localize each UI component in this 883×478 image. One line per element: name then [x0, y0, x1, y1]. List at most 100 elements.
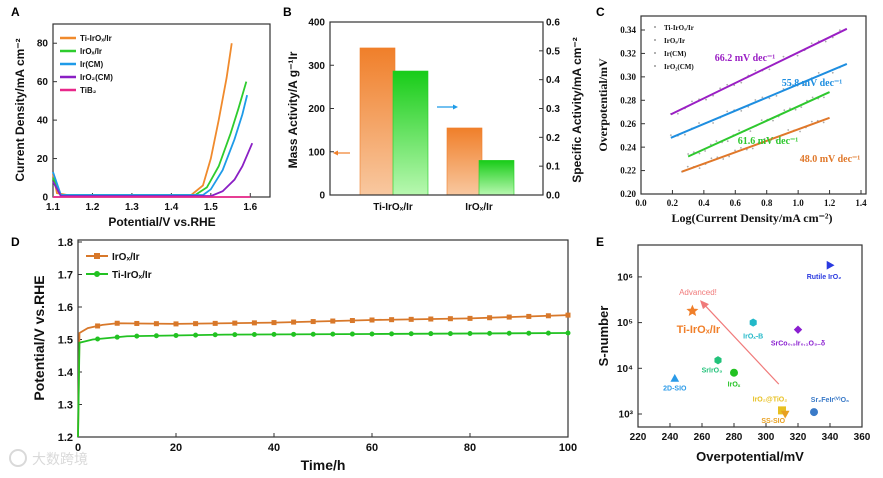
left-arrow-head — [333, 150, 338, 156]
panel-a-chart: 1.1 1.2 1.3 1.4 1.5 1.6 0 20 40 60 80 Ti-IrOₓ/Ir IrO… — [13, 23, 271, 229]
legend-label: TiB₂ — [80, 86, 97, 95]
x-tick-label: 1.2 — [824, 198, 836, 208]
data-point — [710, 157, 713, 160]
y-tick-label: 0 — [42, 193, 48, 204]
series-line-2 — [52, 94, 248, 196]
data-point — [715, 140, 718, 143]
panel-b-chart: Ti-IrOₓ/Ir IrOₓ/Ir 0 100 200 300 400 0.0 0.1 0.2 0… — [286, 18, 584, 214]
data-point — [817, 71, 820, 74]
data-point — [811, 96, 814, 99]
x-tick-label: 0 — [75, 442, 81, 454]
y-tick-label: 1.7 — [58, 269, 73, 281]
point-label: SrIrO₃ — [702, 367, 723, 374]
x-tick-label: 1.0 — [793, 198, 805, 208]
x-tick-label: 0.4 — [698, 198, 710, 208]
series-marker — [251, 331, 257, 337]
panel-label-A: A — [11, 5, 20, 19]
data-point — [698, 167, 701, 169]
data-point — [684, 133, 686, 136]
y-tick-label: 0.0 — [546, 191, 560, 202]
x-axis-label: Log(Current Density/mA cm⁻²) — [671, 211, 832, 225]
x-tick-label: 1.5 — [204, 202, 218, 213]
data-point — [669, 134, 672, 137]
y-tick-label: 60 — [37, 77, 49, 88]
data-point — [728, 155, 731, 158]
data-point — [698, 152, 701, 155]
point-label: IrO₂@TiO₂ — [753, 396, 788, 403]
data-point — [810, 120, 813, 123]
series-marker — [467, 330, 473, 336]
legend-marker — [654, 52, 656, 54]
x-tick-label: 1.1 — [46, 202, 60, 213]
data-point — [712, 122, 714, 124]
point-2 — [714, 356, 722, 365]
legend-label: Ir(CM) — [80, 60, 103, 69]
x-tick-label: 20 — [170, 442, 182, 454]
data-point — [775, 139, 778, 142]
data-point — [726, 110, 729, 113]
series-marker — [153, 333, 159, 339]
data-point — [796, 54, 799, 57]
series-marker — [467, 315, 473, 321]
point-1 — [686, 304, 699, 317]
y-tick-label: 0 — [319, 191, 325, 202]
series-marker — [95, 336, 101, 342]
data-point — [775, 94, 778, 97]
series-marker — [526, 313, 532, 319]
y-tick-label: 0.2 — [546, 133, 560, 144]
data-point — [719, 87, 722, 90]
series-marker — [271, 320, 277, 326]
x-tick-label: 280 — [726, 432, 743, 443]
series-marker — [545, 313, 551, 319]
x-tick-label: 1.3 — [125, 202, 139, 213]
legend-label: Ir(CM) — [664, 50, 687, 58]
data-point — [692, 151, 695, 154]
y-tick-label: 0.24 — [620, 142, 636, 152]
bar-mass-activity-1 — [446, 127, 483, 196]
data-point — [794, 108, 797, 111]
y-tick-label: 0.26 — [620, 119, 636, 129]
x-tick-label: 360 — [854, 432, 871, 443]
point-8 — [780, 410, 790, 419]
advanced-arrow — [701, 301, 780, 385]
y-tick-label: 1.8 — [58, 237, 73, 249]
series-marker — [565, 312, 571, 318]
legend-label: IrO₂(CM) — [80, 73, 113, 82]
data-point — [754, 99, 757, 101]
y-tick-label: 1.5 — [58, 334, 73, 346]
y-axis-label-right: Specific Activity/mA cm⁻² — [570, 37, 584, 183]
y-axis-label: Current Density/mA cm⁻² — [13, 38, 27, 181]
series-marker — [212, 332, 218, 338]
bar-specific-activity-1 — [478, 160, 515, 196]
y-tick-label: 0.4 — [546, 75, 560, 86]
plot-frame — [77, 239, 569, 438]
data-point — [810, 42, 813, 45]
series-marker — [428, 316, 434, 322]
x-tick-label: 60 — [366, 442, 378, 454]
y-tick-label: 0.30 — [620, 72, 636, 82]
series-marker — [271, 331, 277, 337]
panel-label-B: B — [283, 5, 292, 19]
x-tick-label: 1.2 — [86, 202, 100, 213]
data-point — [751, 147, 754, 150]
slope-label: 66.2 mV dec⁻¹ — [715, 53, 776, 64]
fit-line-3 — [670, 27, 848, 116]
point-label: Sr₂FeIr⁽ⱽ⁾O₆ — [811, 396, 849, 404]
series-marker — [506, 314, 512, 320]
x-tick-label: 300 — [758, 432, 775, 443]
series-marker — [134, 333, 140, 339]
x-axis-label: Time/h — [301, 457, 346, 473]
series-marker — [330, 331, 336, 337]
x-tick-label: 1.6 — [243, 202, 257, 213]
series-marker — [545, 330, 551, 336]
series-marker — [291, 331, 297, 337]
data-point — [772, 119, 774, 122]
data-point — [676, 112, 679, 115]
plot-frame — [637, 244, 863, 428]
legend-marker — [654, 65, 656, 67]
y-tick-label: 1.3 — [58, 399, 73, 411]
fit-line-0 — [681, 116, 830, 173]
y-axis-label: S-number — [596, 306, 611, 367]
data-point — [687, 153, 690, 155]
series-marker — [349, 318, 355, 324]
